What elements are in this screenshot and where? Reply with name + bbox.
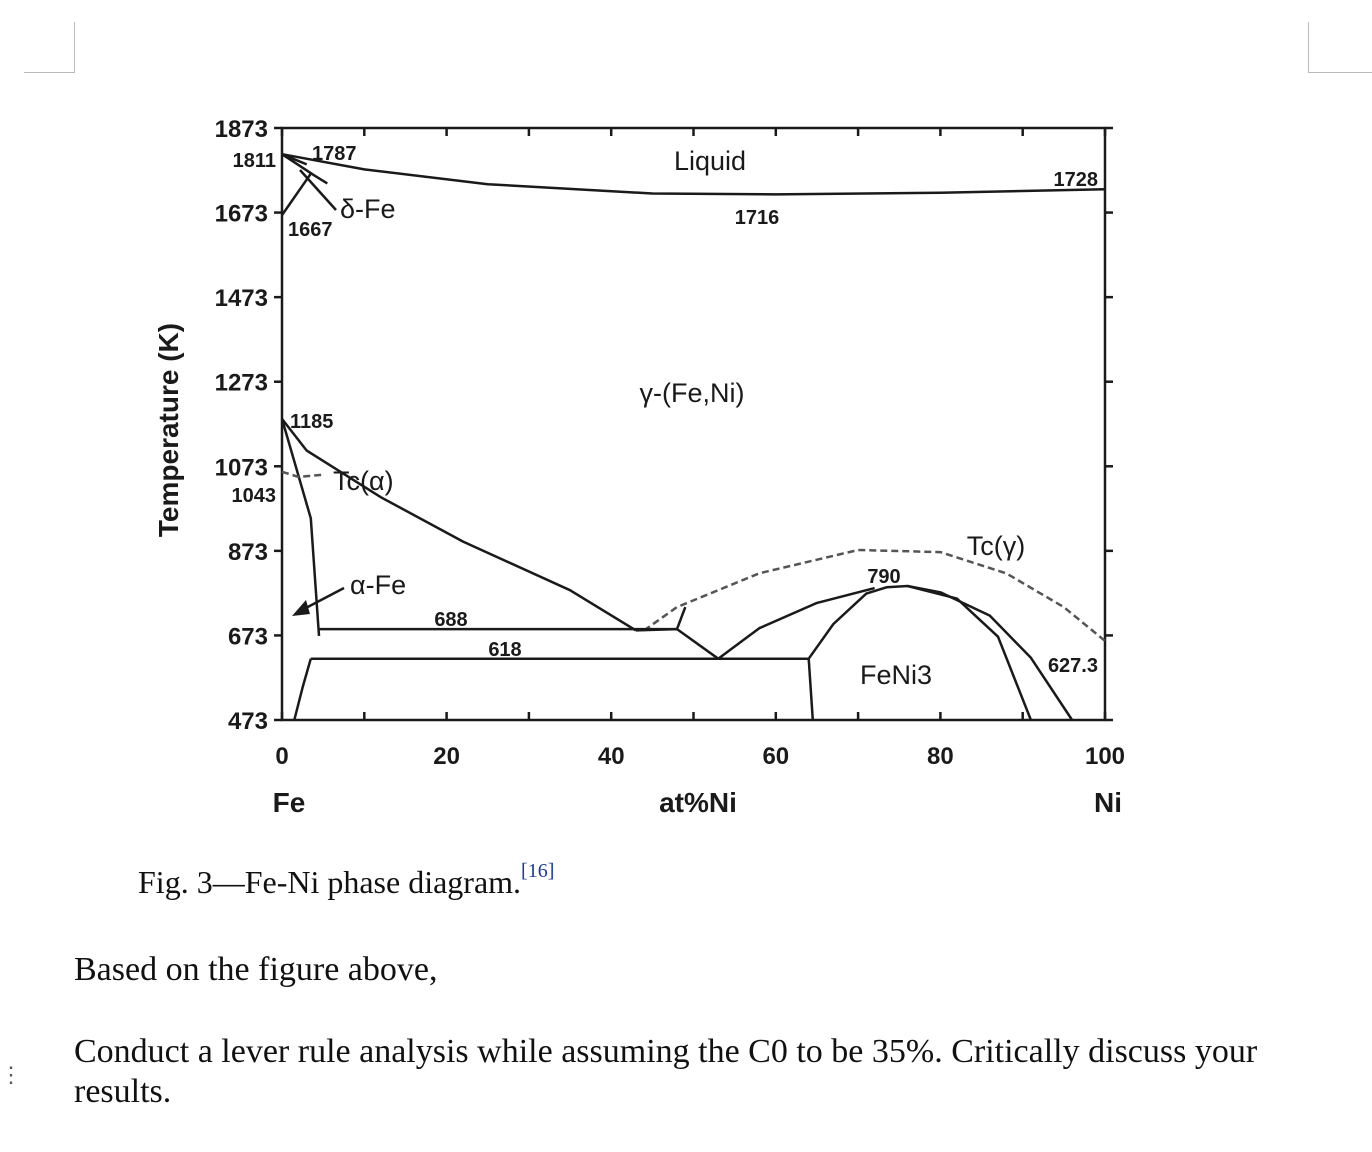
phase-annotation: 618	[488, 639, 521, 661]
phase-annotation: 790	[867, 566, 900, 588]
y-tick-label: 1273	[215, 370, 268, 397]
crop-mark-top-right	[1308, 22, 1372, 73]
phase-annotation: Tc(γ)	[967, 531, 1025, 561]
x-tick-label: 20	[433, 743, 460, 770]
y-axis-label: Temperature (K)	[153, 323, 184, 537]
caption-text: Fig. 3—Fe-Ni phase diagram.	[138, 864, 522, 900]
body-paragraph-1: Based on the figure above,	[74, 951, 438, 988]
phase-curve	[807, 584, 1074, 721]
phase-curve	[280, 418, 321, 636]
alpha-fe-pointer-arrow	[301, 586, 345, 612]
x-tick-label: 0	[275, 743, 288, 770]
phase-annotation: 688	[434, 609, 467, 631]
axis-tick-labels: 0 20 40 60 80 100 473 673 873 1073 1273 1473 1673 187…	[215, 116, 1125, 770]
phase-curve	[643, 548, 1106, 642]
caption-reference-link[interactable]: [16]	[521, 860, 555, 883]
phase-annotation: FeNi3	[860, 660, 932, 690]
phase-curves	[280, 152, 1106, 721]
delta-fe-pointer	[299, 169, 337, 211]
vertical-ellipsis-icon: ⋮	[0, 1062, 22, 1087]
x-axis-label: at%Ni	[659, 787, 737, 818]
phase-annotations: 1787 1811 1667 δ-Fe Liquid 1728 1716 γ-(Fe,Ni) 1…	[232, 143, 1099, 690]
y-tick-label: 1873	[215, 116, 268, 143]
phase-annotation: 1043	[232, 485, 277, 507]
phase-curve	[281, 470, 324, 479]
x-end-label-ni: Ni	[1094, 787, 1122, 818]
phase-annotation: 627.3	[1048, 655, 1098, 677]
y-tick-label: 873	[228, 539, 268, 566]
phase-curve	[807, 658, 815, 721]
phase-curve	[907, 584, 1033, 721]
x-tick-label: 60	[762, 743, 789, 770]
x-tick-label: 80	[927, 743, 954, 770]
y-tick-label: 1073	[215, 454, 268, 481]
body-paragraph-2: Conduct a lever rule analysis while assu…	[74, 1033, 1258, 1110]
phase-curve	[281, 152, 1106, 196]
phase-annotation: 1787	[312, 143, 357, 165]
phase-annotation: α-Fe	[350, 570, 406, 600]
axis-ticks	[274, 126, 1113, 722]
y-tick-label: 1473	[215, 285, 268, 312]
x-tick-label: 40	[598, 743, 625, 770]
x-tick-label: 100	[1085, 743, 1125, 770]
x-end-label-fe: Fe	[273, 787, 306, 818]
phase-curve	[281, 153, 328, 185]
plot-frame	[280, 126, 1107, 722]
phase-diagram: 0 20 40 60 80 100 473 673 873 1073 1273 1473 1673 187…	[153, 116, 1125, 818]
phase-curve	[280, 172, 312, 216]
phase-annotation: γ-(Fe,Ni)	[640, 378, 745, 408]
phase-annotation: 1716	[735, 207, 780, 229]
phase-annotation: 1185	[290, 411, 333, 433]
phase-curve	[281, 418, 637, 632]
phase-annotation: 1728	[1054, 169, 1099, 191]
phase-annotation: δ-Fe	[340, 194, 396, 224]
crop-mark-top-left	[24, 22, 75, 73]
phase-annotation: Liquid	[674, 146, 746, 176]
figure-caption: Fig. 3—Fe-Ni phase diagram.[16]	[138, 860, 554, 901]
y-tick-label: 673	[228, 623, 268, 650]
phase-annotation: Tc(α)	[333, 466, 394, 496]
y-tick-label: 473	[228, 708, 268, 735]
alpha-fe-pointer-arrowhead	[292, 600, 310, 616]
phase-curve	[675, 606, 687, 630]
phase-annotation: 1667	[288, 219, 333, 241]
y-tick-label: 1673	[215, 201, 268, 228]
phase-curve	[635, 627, 719, 660]
phase-curve	[717, 586, 875, 660]
plot-border	[280, 126, 1107, 722]
phase-annotation: 1811	[233, 150, 276, 172]
phase-curve	[293, 658, 313, 721]
